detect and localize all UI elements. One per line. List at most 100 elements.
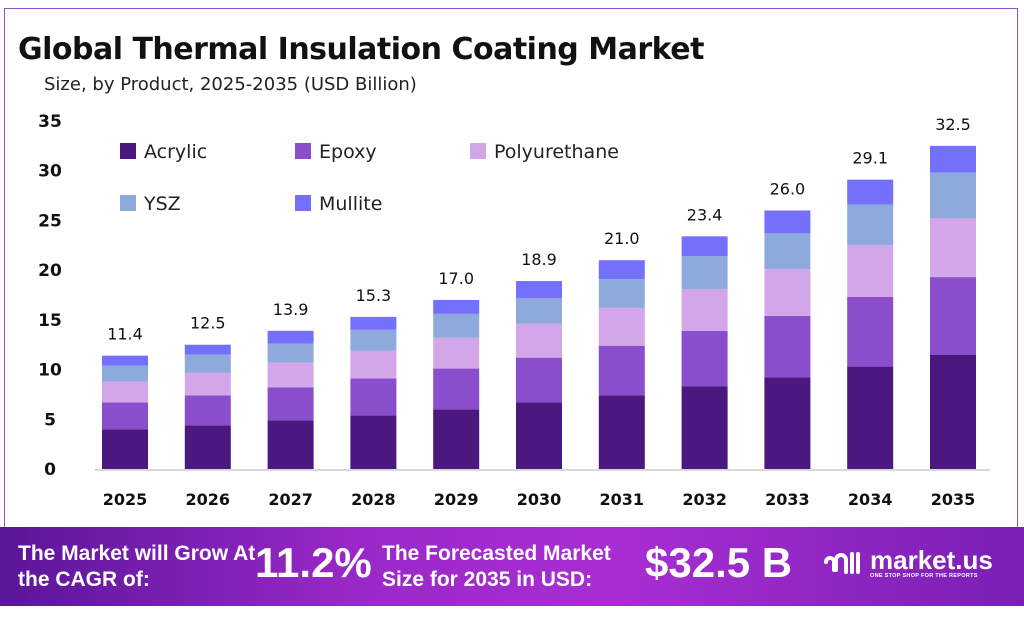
legend-label-epoxy: Epoxy [319,141,377,163]
bar-segment-epoxy [681,330,728,387]
bar-segment-ysz [267,343,314,363]
x-tick-label: 2034 [848,490,893,509]
bar-segment-acrylic [516,402,562,469]
bar-segment-mullite [847,179,894,205]
y-tick-label: 5 [44,410,56,430]
bar-segment-polyurethane [516,323,562,358]
stacked-bar-chart: 0510152025303511.4202512.5202613.9202715… [38,112,990,509]
bar-segment-polyurethane [930,218,976,278]
legend-label-polyurethane: Polyurethane [494,141,619,163]
bar-segment-acrylic [267,420,314,469]
bar-segment-acrylic [681,386,728,469]
bar-segment-mullite [350,316,397,330]
chart-title: Global Thermal Insulation Coating Market [18,32,704,67]
x-tick-label: 2026 [186,490,231,509]
x-tick-label: 2035 [931,490,976,509]
bar-segment-polyurethane [598,307,645,346]
bar-segment-epoxy [516,357,562,403]
bar-segment-mullite [184,344,231,355]
bar-segment-acrylic [764,377,811,469]
bar-segment-acrylic [847,366,894,469]
total-label: 23.4 [687,205,723,224]
bar-segment-mullite [598,260,645,280]
x-tick-label: 2025 [103,490,148,509]
bar-segment-ysz [847,204,894,246]
bar-segment-ysz [681,256,728,290]
legend-swatch-mullite [295,195,311,211]
total-label: 17.0 [438,269,474,288]
x-tick-label: 2031 [600,490,645,509]
legend-label-mullite: Mullite [319,193,382,215]
total-label: 32.5 [935,115,971,134]
bar-segment-epoxy [930,277,976,355]
bar-segment-mullite [764,210,811,234]
bar-segment-mullite [930,145,976,173]
x-tick-label: 2029 [434,490,479,509]
x-tick-label: 2028 [351,490,396,509]
bar-segment-polyurethane [267,362,314,388]
chart-subtitle: Size, by Product, 2025-2035 (USD Billion… [44,74,417,95]
bar-segment-mullite [516,281,562,298]
bar-segment-polyurethane [102,381,148,403]
bar-segment-polyurethane [184,372,231,396]
x-tick-label: 2032 [682,490,727,509]
y-tick-label: 10 [38,361,62,381]
bar-segment-epoxy [102,402,148,430]
bar-segment-epoxy [433,368,480,410]
bar-segment-ysz [516,297,562,324]
bar-segment-ysz [598,279,645,308]
cagr-label: The Market will Grow At the CAGR of: [18,542,256,591]
bar-segment-epoxy [267,387,314,421]
logo-tagline: ONE STOP SHOP FOR THE REPORTS [870,573,978,579]
legend-swatch-acrylic [120,143,136,159]
total-label: 18.9 [521,250,557,269]
bar-segment-acrylic [598,395,645,469]
total-label: 21.0 [604,229,640,248]
logo-text: market.us [870,545,993,575]
bar-segment-epoxy [350,378,397,416]
bar-segment-ysz [930,172,976,219]
bar-segment-mullite [681,236,728,257]
y-tick-label: 0 [44,460,56,480]
bar-segment-polyurethane [764,269,811,316]
bar-segment-polyurethane [433,337,480,369]
total-label: 15.3 [356,286,392,305]
bar-segment-ysz [102,365,148,382]
logo-mark-icon [824,552,860,574]
summary-banner: The Market will Grow At the CAGR of: 11.… [0,527,1024,606]
bar-segment-acrylic [184,425,231,469]
forecast-value: $32.5 B [645,539,793,586]
bar-segment-ysz [433,313,480,338]
bar-segment-ysz [350,329,397,351]
y-tick-label: 20 [38,261,62,281]
bar-segment-mullite [433,299,480,314]
bar-segment-epoxy [598,345,645,396]
bar-segment-epoxy [764,315,811,378]
bar-segment-polyurethane [350,350,397,379]
market-us-logo: market.us ONE STOP SHOP FOR THE REPORTS [822,547,993,579]
total-label: 12.5 [190,314,226,333]
forecast-label: The Forecasted Market Size for 2035 in U… [382,542,611,591]
bar-segment-ysz [764,233,811,270]
y-tick-label: 35 [38,112,62,132]
total-label: 13.9 [273,300,309,319]
x-tick-label: 2030 [517,490,562,509]
y-tick-label: 30 [38,162,62,182]
bar-segment-polyurethane [681,289,728,331]
bar-segment-polyurethane [847,245,894,297]
x-tick-label: 2033 [765,490,810,509]
legend-swatch-epoxy [295,143,311,159]
bar-segment-epoxy [184,395,231,426]
legend-swatch-polyurethane [470,143,486,159]
total-label: 29.1 [852,149,888,168]
cagr-value: 11.2% [255,539,372,586]
legend-label-ysz: YSZ [143,193,181,215]
bar-segment-acrylic [102,429,148,469]
bar-segment-ysz [184,354,231,373]
bar-segment-epoxy [847,296,894,367]
bar-segment-mullite [267,330,314,344]
bar-segment-mullite [102,355,148,366]
y-tick-label: 15 [38,311,62,331]
total-label: 11.4 [107,325,143,344]
bar-segment-acrylic [350,415,397,469]
